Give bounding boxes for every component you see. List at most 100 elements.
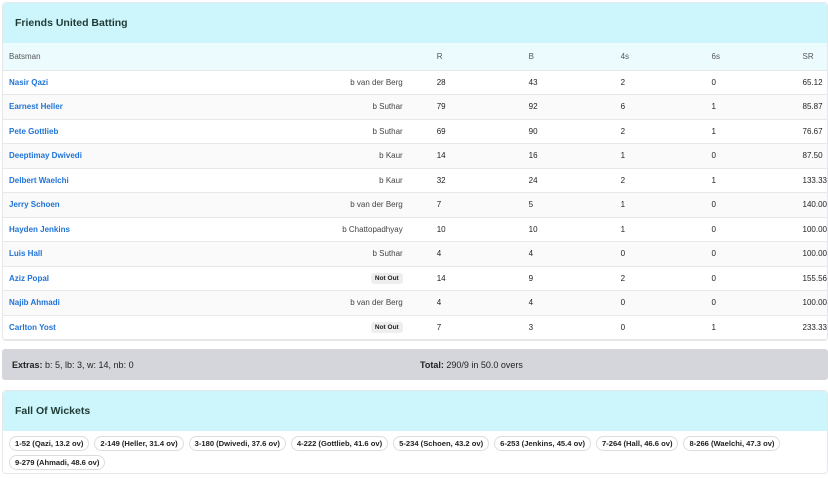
runs-cell: 4 bbox=[436, 298, 442, 308]
runs-cell: 14 bbox=[436, 151, 446, 161]
sixes-cell: 0 bbox=[711, 224, 716, 234]
sixes-cell: 0 bbox=[711, 200, 716, 210]
batting-row: Jerry Schoen b van der Berg 7 5 1 0 140.00 bbox=[3, 192, 827, 218]
runs-cell: 7 bbox=[436, 200, 442, 210]
balls-cell: 9 bbox=[528, 273, 534, 283]
batting-row: Deeptimay Dwivedi b Kaur 14 16 1 0 87.50 bbox=[3, 143, 827, 168]
fow-chip: 3-180 (Dwivedi, 37.6 ov) bbox=[188, 436, 286, 451]
runs-cell: 32 bbox=[436, 175, 446, 185]
sixes-cell: 0 bbox=[711, 249, 716, 259]
runs-cell: 4 bbox=[436, 249, 442, 259]
dismissal-cell: b Suthar bbox=[166, 119, 437, 144]
header-balls: B bbox=[528, 43, 621, 71]
dismissal-text: b van der Berg bbox=[350, 77, 403, 87]
fours-cell: 6 bbox=[620, 102, 626, 112]
batsman-cell: Hayden Jenkins bbox=[3, 217, 166, 242]
batsman-link[interactable]: Luis Hall bbox=[9, 249, 43, 259]
header-runs: R bbox=[436, 43, 529, 71]
batting-table-body: Nasir Qazi b van der Berg 28 43 2 0 65.12 Earne… bbox=[3, 70, 827, 340]
fall-of-wickets-card: Fall Of Wickets 1-52 (Qazi, 13.2 ov) 2-14… bbox=[2, 390, 828, 474]
sixes-cell: 0 bbox=[711, 273, 716, 283]
batsman-link[interactable]: Najib Ahmadi bbox=[9, 298, 60, 308]
batting-header-row: Batsman R B 4s 6s SR bbox=[3, 43, 827, 71]
fow-list: 1-52 (Qazi, 13.2 ov) 2-149 (Heller, 31.4 … bbox=[3, 431, 827, 475]
strike-rate-cell: 100.00 bbox=[802, 249, 827, 259]
fours-cell: 2 bbox=[620, 273, 626, 283]
runs-cell: 28 bbox=[436, 77, 446, 87]
dismissal-cell: b Suthar bbox=[166, 95, 437, 120]
header-sixes: 6s bbox=[711, 43, 803, 71]
balls-cell: 43 bbox=[528, 77, 538, 87]
batsman-link[interactable]: Jerry Schoen bbox=[9, 200, 60, 210]
sixes-cell: 1 bbox=[711, 102, 716, 112]
batting-row: Najib Ahmadi b van der Berg 4 4 0 0 100.00 bbox=[3, 290, 827, 316]
batsman-link[interactable]: Nasir Qazi bbox=[9, 77, 49, 87]
sixes-cell: 0 bbox=[711, 77, 716, 87]
fours-cell: 1 bbox=[620, 151, 626, 161]
dismissal-cell: b Chattopadhyay bbox=[166, 217, 437, 242]
batsman-cell: Nasir Qazi bbox=[3, 70, 166, 95]
batting-card: Friends United Batting Batsman R B 4s 6s… bbox=[2, 2, 828, 341]
balls-cell: 92 bbox=[528, 102, 538, 112]
batsman-cell: Carlton Yost bbox=[3, 315, 166, 340]
balls-cell: 90 bbox=[528, 126, 538, 136]
batsman-link[interactable]: Hayden Jenkins bbox=[9, 224, 70, 234]
sixes-cell: 1 bbox=[711, 175, 716, 185]
batsman-cell: Jerry Schoen bbox=[3, 193, 166, 218]
extras-label: Extras: bbox=[12, 359, 43, 370]
strike-rate-cell: 100.00 bbox=[802, 224, 827, 234]
extras-value: b: 5, lb: 3, w: 14, nb: 0 bbox=[42, 359, 134, 370]
dismissal-text: b Suthar bbox=[372, 249, 403, 259]
sixes-cell: 0 bbox=[711, 151, 716, 161]
batting-row: Luis Hall b Suthar 4 4 0 0 100.00 bbox=[3, 241, 827, 266]
fours-cell: 2 bbox=[620, 126, 626, 136]
runs-cell: 7 bbox=[436, 322, 442, 332]
batting-row: Carlton Yost Not Out 7 3 0 1 233.33 bbox=[3, 315, 827, 340]
dismissal-text: b Kaur bbox=[379, 175, 403, 185]
dismissal-cell: b van der Berg bbox=[166, 193, 437, 218]
fours-cell: 1 bbox=[620, 200, 626, 210]
header-strike-rate: SR bbox=[802, 43, 827, 71]
batting-row: Pete Gottlieb b Suthar 69 90 2 1 76.67 bbox=[3, 119, 827, 144]
balls-cell: 5 bbox=[528, 200, 534, 210]
runs-cell: 14 bbox=[436, 273, 446, 283]
batsman-link[interactable]: Earnest Heller bbox=[9, 102, 63, 112]
strike-rate-cell: 233.33 bbox=[802, 322, 827, 332]
strike-rate-cell: 76.67 bbox=[802, 126, 823, 136]
extras-summary: Extras: b: 5, lb: 3, w: 14, nb: 0 bbox=[12, 360, 134, 370]
batsman-link[interactable]: Deeptimay Dwivedi bbox=[9, 151, 82, 161]
strike-rate-cell: 133.33 bbox=[802, 175, 827, 185]
batting-row: Nasir Qazi b van der Berg 28 43 2 0 65.12 bbox=[3, 70, 827, 95]
header-fours: 4s bbox=[620, 43, 712, 71]
batsman-link[interactable]: Carlton Yost bbox=[9, 322, 56, 332]
batting-row: Hayden Jenkins b Chattopadhyay 10 10 1 0 100.0… bbox=[3, 217, 827, 242]
not-out-badge: Not Out bbox=[370, 321, 403, 333]
batsman-cell: Aziz Popal bbox=[3, 266, 166, 291]
fours-cell: 0 bbox=[620, 322, 626, 332]
dismissal-cell: b van der Berg bbox=[166, 291, 437, 316]
balls-cell: 4 bbox=[528, 298, 534, 308]
dismissal-cell: Not Out bbox=[166, 266, 437, 291]
runs-cell: 10 bbox=[436, 224, 446, 234]
batsman-cell: Najib Ahmadi bbox=[3, 291, 166, 316]
batting-row: Aziz Popal Not Out 14 9 2 0 155.56 bbox=[3, 266, 827, 291]
fow-chip: 5-234 (Schoen, 43.2 ov) bbox=[393, 436, 490, 451]
batsman-link[interactable]: Aziz Popal bbox=[9, 273, 50, 283]
strike-rate-cell: 140.00 bbox=[802, 200, 827, 210]
fow-chip: 2-149 (Heller, 31.4 ov) bbox=[94, 436, 184, 451]
batting-card-header: Friends United Batting bbox=[3, 3, 827, 43]
batsman-link[interactable]: Delbert Waelchi bbox=[9, 175, 69, 185]
batsman-cell: Earnest Heller bbox=[3, 95, 166, 120]
fow-chip: 7-264 (Hall, 46.6 ov) bbox=[595, 436, 679, 451]
dismissal-text: b Chattopadhyay bbox=[342, 224, 403, 234]
innings-summary-bar: Extras: b: 5, lb: 3, w: 14, nb: 0 Total:… bbox=[2, 349, 828, 380]
not-out-badge: Not Out bbox=[370, 272, 403, 284]
fow-chip: 4-222 (Gottlieb, 41.6 ov) bbox=[290, 436, 389, 451]
dismissal-text: b Suthar bbox=[372, 102, 403, 112]
fow-chip: 1-52 (Qazi, 13.2 ov) bbox=[9, 436, 90, 451]
fow-chip: 9-279 (Ahmadi, 48.6 ov) bbox=[9, 455, 106, 470]
header-batsman: Batsman bbox=[3, 43, 166, 71]
dismissal-cell: b Kaur bbox=[166, 168, 437, 193]
batsman-link[interactable]: Pete Gottlieb bbox=[9, 126, 59, 136]
fours-cell: 2 bbox=[620, 175, 626, 185]
